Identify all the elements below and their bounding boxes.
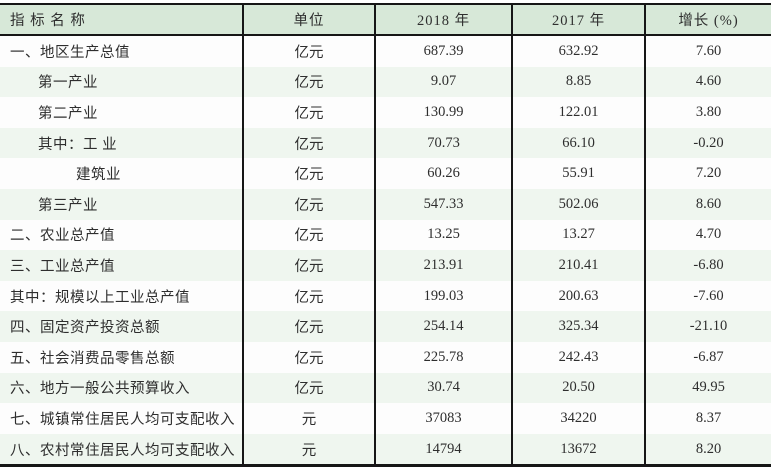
indicator-name-cell: 五、社会消费品零售总额: [10, 350, 175, 367]
value-2018-cell: 13.25: [374, 219, 512, 251]
growth-cell: -7.60: [644, 280, 771, 312]
indicator-name-cell: 其中：规模以上工业总产值: [10, 289, 190, 306]
unit-cell: 亿元: [242, 372, 375, 404]
value-2018-cell: 687.39: [374, 35, 512, 67]
value-2018-cell: 547.33: [374, 188, 512, 220]
indicators-table: 指 标 名 称 单位 2018 年 2017 年 增长 (%) 一、地区生产总值…: [0, 3, 771, 467]
value-2017-cell: 210.41: [511, 250, 645, 281]
value-2018-cell: 37083: [374, 403, 512, 434]
value-2017-cell: 55.91: [511, 158, 645, 189]
growth-cell: 8.60: [644, 188, 771, 220]
unit-cell: 亿元: [242, 311, 375, 342]
value-2017-cell: 325.34: [511, 311, 645, 342]
unit-cell: 亿元: [242, 280, 375, 312]
indicator-name-cell: 一、地区生产总值: [10, 44, 130, 61]
unit-cell: 元: [242, 403, 375, 434]
table-row: 三、工业总产值 亿元 213.91 210.41 -6.80: [0, 250, 771, 281]
table-row: 二、农业总产值 亿元 13.25 13.27 4.70: [0, 219, 771, 251]
growth-cell: 8.37: [644, 403, 771, 434]
unit-cell: 亿元: [242, 158, 375, 189]
indicator-name-cell: 第三产业: [38, 197, 98, 214]
value-2017-cell: 20.50: [511, 372, 645, 404]
indicator-name-cell: 七、城镇常住居民人均可支配收入: [10, 411, 235, 428]
indicator-name-cell: 二、农业总产值: [10, 228, 115, 245]
value-2017-cell: 13.27: [511, 219, 645, 251]
unit-cell: 元: [242, 433, 375, 466]
unit-cell: 亿元: [242, 97, 375, 128]
column-header-2017: 2017 年: [511, 4, 645, 36]
value-2018-cell: 9.07: [374, 66, 512, 98]
growth-cell: 4.60: [644, 66, 771, 98]
table-body: 一、地区生产总值 亿元 687.39 632.92 7.60 第一产业 亿元 9.07 8.85…: [0, 35, 771, 466]
unit-cell: 亿元: [242, 188, 375, 220]
header-row: 指 标 名 称 单位 2018 年 2017 年 增长 (%): [0, 4, 771, 36]
value-2017-cell: 13672: [511, 433, 645, 466]
unit-cell: 亿元: [242, 66, 375, 98]
indicator-name-cell: 三、工业总产值: [10, 258, 115, 275]
unit-cell: 亿元: [242, 341, 375, 373]
column-header-growth: 增长 (%): [644, 4, 771, 36]
table-row: 八、农村常住居民人均可支配收入元 14794 13672 8.20: [0, 433, 771, 466]
table-row: 一、地区生产总值 亿元 687.39 632.92 7.60: [0, 35, 771, 67]
table-row: 六、地方一般公共预算收入 亿元 30.74 20.50 49.95: [0, 372, 771, 404]
growth-cell: 3.80: [644, 97, 771, 128]
value-2017-cell: 122.01: [511, 97, 645, 128]
value-2018-cell: 70.73: [374, 127, 512, 159]
column-header-unit: 单位: [242, 4, 375, 36]
value-2017-cell: 34220: [511, 403, 645, 434]
value-2018-cell: 213.91: [374, 250, 512, 281]
growth-cell: -6.87: [644, 341, 771, 373]
value-2018-cell: 30.74: [374, 372, 512, 404]
value-2017-cell: 502.06: [511, 188, 645, 220]
indicator-name-cell: 第二产业: [38, 105, 98, 122]
value-2017-cell: 632.92: [511, 35, 645, 67]
table-row: 第二产业 亿元 130.99 122.01 3.80: [0, 97, 771, 128]
value-2017-cell: 200.63: [511, 280, 645, 312]
unit-cell: 亿元: [242, 219, 375, 251]
indicator-name-cell: 建筑业: [76, 167, 121, 184]
unit-cell: 亿元: [242, 127, 375, 159]
value-2018-cell: 199.03: [374, 280, 512, 312]
value-2018-cell: 225.78: [374, 341, 512, 373]
growth-cell: 8.20: [644, 433, 771, 466]
value-2017-cell: 66.10: [511, 127, 645, 159]
table-row: 建筑业 亿元 60.26 55.91 7.20: [0, 158, 771, 189]
value-2018-cell: 14794: [374, 433, 512, 466]
growth-cell: -0.20: [644, 127, 771, 159]
growth-cell: 7.20: [644, 158, 771, 189]
column-header-indicator-name: 指 标 名 称: [0, 4, 243, 36]
value-2018-cell: 60.26: [374, 158, 512, 189]
table-header: 指 标 名 称 单位 2018 年 2017 年 增长 (%): [0, 4, 771, 36]
growth-cell: 49.95: [644, 372, 771, 404]
table-row: 七、城镇常住居民人均可支配收入元 37083 34220 8.37: [0, 403, 771, 434]
column-header-2018: 2018 年: [374, 4, 512, 36]
indicator-name-cell: 其中：工 业: [38, 136, 118, 153]
value-2017-cell: 242.43: [511, 341, 645, 373]
table-row: 其中：工 业 亿元 70.73 66.10 -0.20: [0, 127, 771, 159]
indicator-name-cell: 第一产业: [38, 75, 98, 92]
indicator-name-cell: 四、固定资产投资总额: [10, 320, 160, 337]
growth-cell: -6.80: [644, 250, 771, 281]
indicator-name-cell: 八、农村常住居民人均可支配收入: [10, 442, 235, 459]
value-2018-cell: 254.14: [374, 311, 512, 342]
value-2018-cell: 130.99: [374, 97, 512, 128]
growth-cell: 4.70: [644, 219, 771, 251]
growth-cell: 7.60: [644, 35, 771, 67]
table-row: 其中：规模以上工业总产值 亿元 199.03 200.63 -7.60: [0, 280, 771, 312]
unit-cell: 亿元: [242, 35, 375, 67]
table-row: 四、固定资产投资总额 亿元 254.14 325.34 -21.10: [0, 311, 771, 342]
indicator-name-cell: 六、地方一般公共预算收入: [10, 381, 190, 398]
table-row: 第三产业 亿元 547.33 502.06 8.60: [0, 188, 771, 220]
value-2017-cell: 8.85: [511, 66, 645, 98]
table-row: 第一产业 亿元 9.07 8.85 4.60: [0, 66, 771, 98]
growth-cell: -21.10: [644, 311, 771, 342]
unit-cell: 亿元: [242, 250, 375, 281]
table-row: 五、社会消费品零售总额 亿元 225.78 242.43 -6.87: [0, 341, 771, 373]
